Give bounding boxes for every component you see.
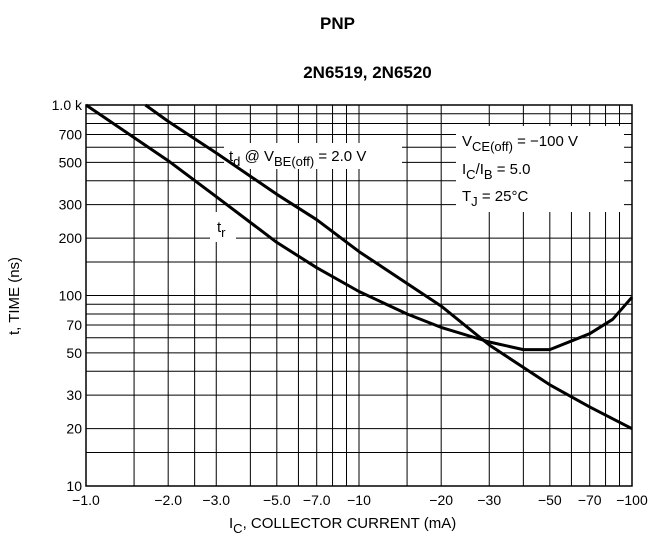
series-curves bbox=[85, 103, 634, 431]
x-tick-label: −30 bbox=[477, 492, 501, 508]
conditions-box-bg bbox=[456, 126, 624, 212]
chart-title: 2N6519, 2N6520 bbox=[303, 63, 432, 82]
chart-heading-pnp: PNP bbox=[320, 14, 355, 33]
y-tick-label: 10 bbox=[66, 478, 82, 494]
y-tick-label: 200 bbox=[59, 230, 83, 246]
y-tick-label: 1.0 k bbox=[52, 97, 83, 113]
y-tick-label: 70 bbox=[66, 317, 82, 333]
y-axis-label: t, TIME (ns) bbox=[6, 257, 23, 335]
x-tick-label: −100 bbox=[616, 492, 648, 508]
x-tick-label: −70 bbox=[578, 492, 602, 508]
plot-border bbox=[85, 104, 633, 487]
x-tick-label: −2.0 bbox=[154, 492, 182, 508]
plot-frame bbox=[85, 104, 633, 487]
condition-vce: VCE(off) = −100 V bbox=[462, 133, 578, 154]
y-axis-ticks: 10 20 30 50 70 100 200 300 500 700 1.0 k bbox=[52, 97, 83, 494]
x-tick-label: −1.0 bbox=[72, 492, 100, 508]
y-tick-label: 30 bbox=[66, 387, 82, 403]
y-tick-label: 300 bbox=[59, 197, 83, 213]
condition-tj: TJ = 25°C bbox=[462, 188, 528, 209]
x-axis-ticks: −1.0 −2.0 −3.0 −5.0 −7.0 −10 −20 −30 −50 −70 −100 bbox=[72, 492, 648, 508]
x-tick-label: −10 bbox=[347, 492, 371, 508]
series-label-tr: tr bbox=[217, 219, 226, 240]
x-tick-label: −7.0 bbox=[303, 492, 331, 508]
x-tick-label: −5.0 bbox=[263, 492, 291, 508]
y-tick-label: 100 bbox=[59, 288, 83, 304]
x-tick-label: −50 bbox=[538, 492, 562, 508]
y-tick-label: 20 bbox=[66, 421, 82, 437]
series-line-td bbox=[144, 103, 633, 431]
y-tick-label: 50 bbox=[66, 345, 82, 361]
condition-ic-ib: IC/IB = 5.0 bbox=[462, 161, 531, 182]
x-tick-label: −20 bbox=[429, 492, 453, 508]
td-label-bg bbox=[224, 143, 402, 169]
x-tick-label: −3.0 bbox=[202, 492, 230, 508]
x-axis-label: IC, COLLECTOR CURRENT (mA) bbox=[229, 515, 456, 536]
series-line-tr bbox=[85, 103, 634, 352]
y-tick-label: 700 bbox=[59, 127, 83, 143]
tr-label-bg bbox=[210, 212, 236, 242]
series-label-td: td @ VBE(off) = 2.0 V bbox=[229, 148, 366, 169]
y-tick-label: 500 bbox=[59, 154, 83, 170]
